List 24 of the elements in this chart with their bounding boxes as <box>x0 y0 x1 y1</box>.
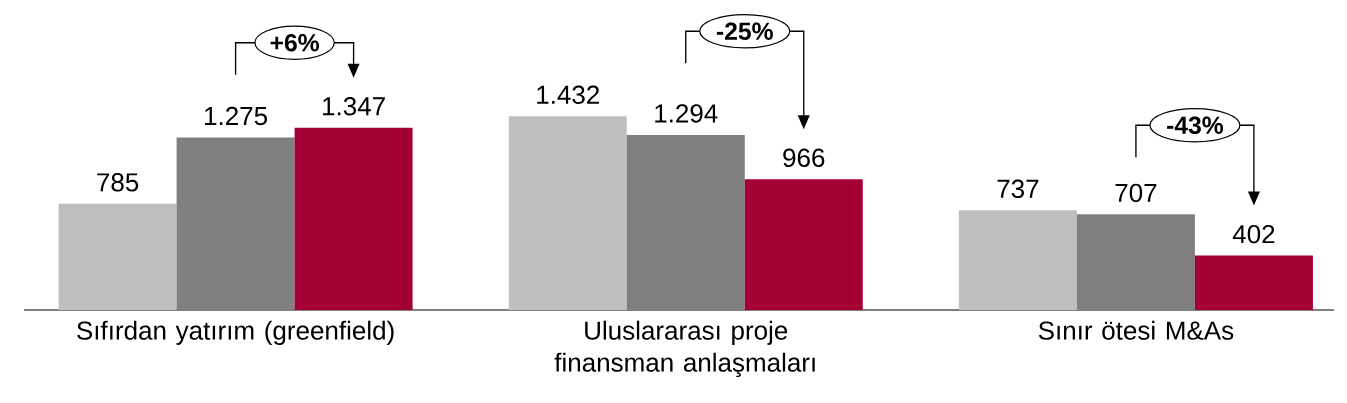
bar <box>958 210 1077 310</box>
data-label: 737 <box>997 179 1039 198</box>
bar <box>1194 255 1313 310</box>
data-label: 1.294 <box>655 104 718 123</box>
text: +6% <box>270 34 319 52</box>
data-label: 785 <box>97 173 139 192</box>
data-label: 402 <box>1232 224 1275 244</box>
x-tick-label: Sıfırdan yatırım (greenfield) <box>77 320 394 345</box>
x-tick-label: Sınır ötesi M&As <box>1038 320 1234 340</box>
data-label: 1.347 <box>323 97 385 116</box>
text: -25% <box>716 22 773 40</box>
bar <box>508 116 627 310</box>
bar <box>58 203 177 310</box>
annotation: -43% <box>1167 116 1224 135</box>
x-tick-label: Uluslararası proje finansman anlaşmaları <box>554 320 815 378</box>
data-label: 1.275 <box>205 106 268 126</box>
bar <box>176 137 295 310</box>
bar <box>626 134 745 310</box>
bar <box>1076 214 1195 310</box>
data-label: 966 <box>783 148 825 168</box>
data-label: 707 <box>1115 183 1157 203</box>
data-label: 1.432 <box>537 85 599 104</box>
bar <box>294 127 413 310</box>
bar <box>744 179 863 310</box>
